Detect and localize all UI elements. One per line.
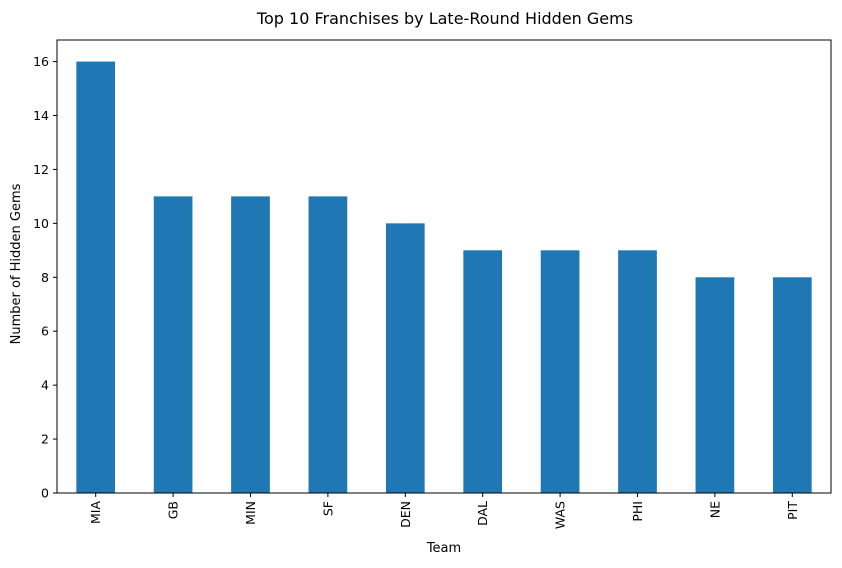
x-tick-label-mia: MIA <box>88 501 103 524</box>
bar-den <box>385 223 425 494</box>
y-tick-label: 0 <box>41 486 49 501</box>
y-tick-label: 4 <box>41 378 49 393</box>
bar-mia <box>76 61 116 493</box>
y-tick-label: 2 <box>41 432 49 447</box>
x-axis: MIA GB MIN SF DEN DAL WAS PHI NE PIT <box>88 493 800 529</box>
bar-was <box>540 250 580 493</box>
bar-dal <box>463 250 503 493</box>
bar-gb <box>153 196 193 493</box>
y-tick-label: 16 <box>33 54 49 69</box>
x-tick-label-phi: PHI <box>630 501 645 522</box>
y-tick-label: 10 <box>33 216 49 231</box>
y-tick-label: 12 <box>33 162 49 177</box>
bar-pit <box>772 277 812 493</box>
chart-title: Top 10 Franchises by Late-Round Hidden G… <box>256 9 633 28</box>
x-tick-label-dal: DAL <box>475 501 490 526</box>
x-tick-label-ne: NE <box>707 501 722 518</box>
y-axis-label: Number of Hidden Gems <box>9 183 24 344</box>
bar-ne <box>695 277 735 493</box>
x-tick-label-pit: PIT <box>785 501 800 520</box>
x-tick-label-sf: SF <box>320 501 335 516</box>
y-tick-label: 6 <box>41 324 49 339</box>
plot-area <box>56 39 832 494</box>
x-tick-label-was: WAS <box>553 501 568 529</box>
x-tick-label-min: MIN <box>243 501 258 525</box>
y-axis: 0 2 4 6 8 10 12 14 16 <box>33 54 57 501</box>
plot-frame <box>56 39 832 494</box>
bar-sf <box>308 196 348 493</box>
y-tick-label: 8 <box>41 270 49 285</box>
y-tick-label: 14 <box>33 108 49 123</box>
x-tick-label-gb: GB <box>166 501 181 519</box>
bar-min <box>231 196 270 493</box>
x-axis-label: Team <box>426 541 461 556</box>
bar-phi <box>618 250 657 493</box>
x-tick-label-den: DEN <box>398 501 413 528</box>
